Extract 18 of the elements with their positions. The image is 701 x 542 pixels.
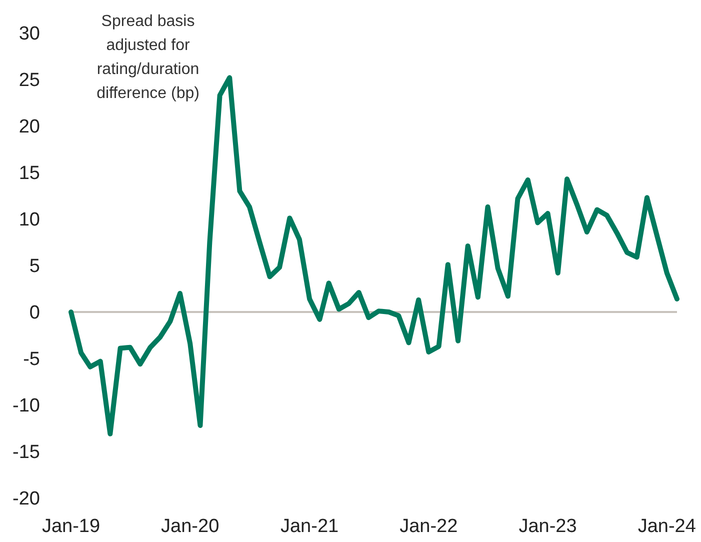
y-tick-label: 20 (18, 116, 40, 138)
x-tick-label: Jan-21 (280, 516, 339, 537)
x-tick-label: Jan-23 (518, 516, 577, 537)
y-tick-label: 5 (29, 256, 40, 278)
y-tick-label: -10 (12, 396, 40, 417)
x-tick-label: Jan-20 (161, 516, 220, 537)
y-tick-label: -5 (23, 349, 40, 370)
x-tick-label: Jan-19 (42, 516, 100, 537)
y-tick-label: 10 (18, 210, 40, 231)
y-tick-label: 30 (18, 24, 40, 45)
x-tick-label: Jan-24 (638, 516, 696, 537)
y-tick-label: -20 (12, 488, 40, 510)
y-tick-label: 0 (29, 302, 40, 324)
y-tick-label: -15 (12, 442, 40, 464)
x-tick-label: Jan-22 (400, 516, 458, 537)
y-axis-title: Spread basis adjusted for rating/duration difference (bp) (96, 13, 200, 102)
y-tick-label: 25 (18, 70, 40, 92)
y-tick-label: 15 (18, 163, 40, 184)
